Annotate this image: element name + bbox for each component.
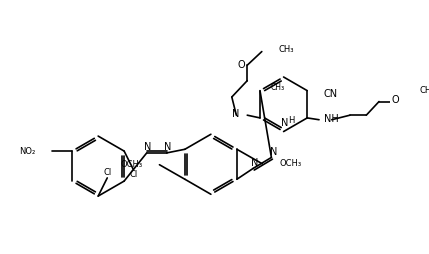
Text: Cl: Cl <box>129 170 137 179</box>
Text: N: N <box>164 142 171 152</box>
Text: CH₃: CH₃ <box>278 45 294 54</box>
Text: NH: NH <box>324 114 339 124</box>
Text: N: N <box>144 142 151 152</box>
Text: O: O <box>392 95 399 105</box>
Text: N: N <box>251 158 259 168</box>
Text: H: H <box>289 116 295 125</box>
Text: N: N <box>269 147 277 157</box>
Text: Cl: Cl <box>103 168 112 177</box>
Text: OCH₃: OCH₃ <box>120 160 142 169</box>
Text: NO₂: NO₂ <box>20 147 36 156</box>
Text: N: N <box>281 118 288 128</box>
Text: CH₃: CH₃ <box>271 83 285 92</box>
Text: CN: CN <box>323 89 338 99</box>
Text: N: N <box>232 109 239 119</box>
Text: CH₃: CH₃ <box>419 86 429 95</box>
Text: OCH₃: OCH₃ <box>280 159 302 168</box>
Text: O: O <box>237 60 245 70</box>
